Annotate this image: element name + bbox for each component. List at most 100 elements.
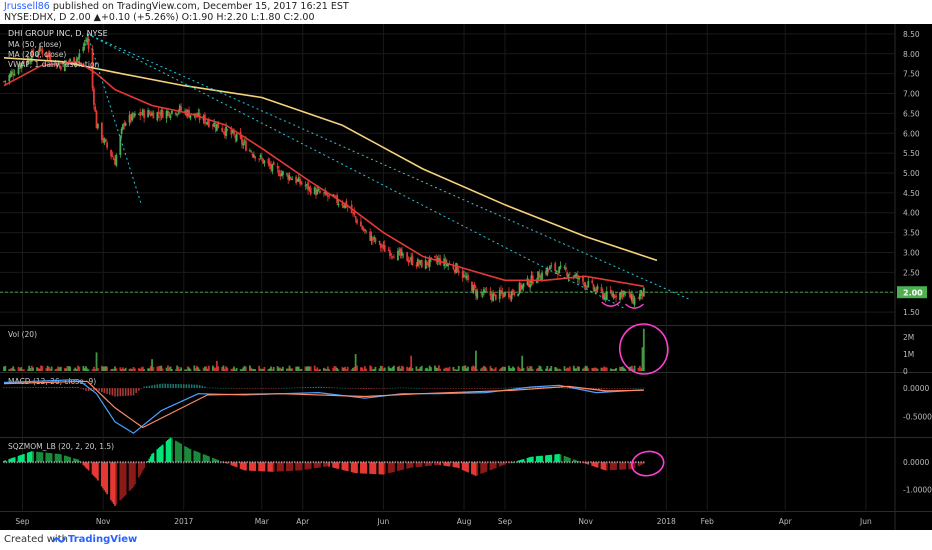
squeeze-dot [590, 461, 592, 464]
macd-histogram-bar [64, 387, 66, 389]
candle-body [445, 263, 448, 266]
macd-histogram-bar [365, 388, 368, 390]
volume-bar [631, 365, 633, 371]
candle-body [177, 111, 180, 113]
macd-histogram-bar [537, 386, 539, 389]
macd-histogram-bar [354, 388, 357, 389]
volume-bar [567, 367, 570, 371]
candle-body [217, 121, 220, 129]
candle-body [49, 55, 52, 62]
macd-histogram-bar [621, 388, 624, 389]
volume-bar [177, 366, 180, 371]
squeeze-dot [413, 461, 415, 464]
volume-bar [280, 368, 283, 371]
macd-histogram-bar [267, 388, 270, 389]
sqzmom-tick-label: 0.0000 [903, 458, 929, 467]
macd-histogram-bar [42, 387, 45, 389]
macd-histogram-bar [11, 387, 13, 389]
squeeze-dot [421, 461, 423, 464]
momentum-bar [11, 458, 13, 463]
volume-bar [110, 369, 112, 371]
momentum-bar [408, 462, 411, 468]
candle-body [489, 290, 492, 296]
macd-histogram-bar [373, 388, 375, 389]
volume-bar [568, 366, 571, 371]
momentum-bar [147, 461, 149, 463]
candle-body [613, 295, 616, 298]
volume-bar [434, 365, 436, 371]
momentum-bar [323, 462, 325, 467]
volume-bar [632, 368, 635, 371]
squeeze-dot [592, 461, 595, 464]
author-link[interactable]: Jrussell86 [4, 1, 50, 12]
squeeze-dot [243, 461, 246, 464]
candle-body [513, 292, 516, 295]
volume-bar [354, 354, 357, 371]
momentum-bar [539, 455, 542, 463]
macd-histogram-bar [420, 388, 423, 389]
macd-histogram-bar [505, 387, 508, 389]
x-tick-label: Apr [779, 517, 793, 526]
squeeze-dot [259, 461, 262, 464]
candle-body [258, 158, 261, 160]
candle-body [378, 241, 381, 243]
volume-bar [426, 367, 428, 371]
squeeze-dot [635, 461, 637, 464]
macd-histogram-bar [24, 387, 26, 389]
momentum-bar [424, 462, 427, 467]
candle-body [69, 59, 71, 62]
candle-body [545, 270, 547, 275]
candle-body [526, 278, 529, 285]
momentum-bar [46, 452, 49, 463]
tradingview-chart[interactable]: 8.508.007.507.006.506.005.505.004.504.00… [0, 24, 932, 530]
momentum-bar [609, 462, 612, 471]
momentum-bar [133, 462, 136, 485]
macd-histogram-bar [288, 387, 291, 389]
squeeze-dot [548, 461, 550, 464]
volume-bar [167, 365, 169, 371]
volume-bar [549, 368, 551, 371]
volume-bar [296, 366, 299, 371]
squeeze-dot [119, 461, 121, 464]
volume-bar [50, 366, 53, 371]
trendline [87, 33, 692, 301]
candle-body [189, 114, 192, 119]
candle-body [133, 113, 136, 116]
squeeze-dot [146, 461, 148, 464]
macd-histogram-bar [605, 388, 608, 389]
momentum-bar [574, 459, 576, 463]
squeeze-dot [447, 461, 449, 464]
ma50-line [3, 60, 644, 288]
candle-body [222, 131, 225, 133]
macd-histogram-bar [37, 387, 40, 389]
squeeze-dot [540, 461, 542, 464]
candle-body [559, 265, 562, 268]
squeeze-dot [254, 461, 256, 464]
volume-bar [288, 365, 291, 371]
volume-bar [143, 369, 146, 371]
momentum-bar [217, 460, 220, 463]
candle-body [287, 174, 290, 180]
chart-area[interactable]: 8.50 8.00 7.50 7.00 6.50 6.00 5.50 5.00 4.50 4.00… [0, 24, 932, 530]
volume-bar [336, 367, 339, 371]
momentum-bar [485, 462, 488, 472]
x-tick-label: Sep [15, 517, 29, 526]
volume-bar [206, 368, 209, 371]
volume-bar [535, 368, 538, 371]
momentum-bar [521, 459, 524, 463]
squeeze-dot [513, 461, 515, 464]
macd-histogram-bar [508, 387, 510, 389]
momentum-bar [436, 462, 439, 466]
momentum-bar [526, 457, 529, 463]
macd-histogram-bar [539, 386, 542, 389]
momentum-bar [378, 462, 381, 475]
macd-histogram-bar [182, 384, 185, 389]
volume-bar [77, 365, 79, 371]
volume-bar [185, 369, 188, 371]
candle-body [463, 274, 465, 277]
squeeze-dot [442, 461, 444, 464]
tradingview-brand-link[interactable]: TradingView [68, 534, 138, 545]
momentum-bar [592, 462, 595, 467]
macd-histogram-bar [447, 388, 449, 389]
candle-body [241, 137, 243, 145]
